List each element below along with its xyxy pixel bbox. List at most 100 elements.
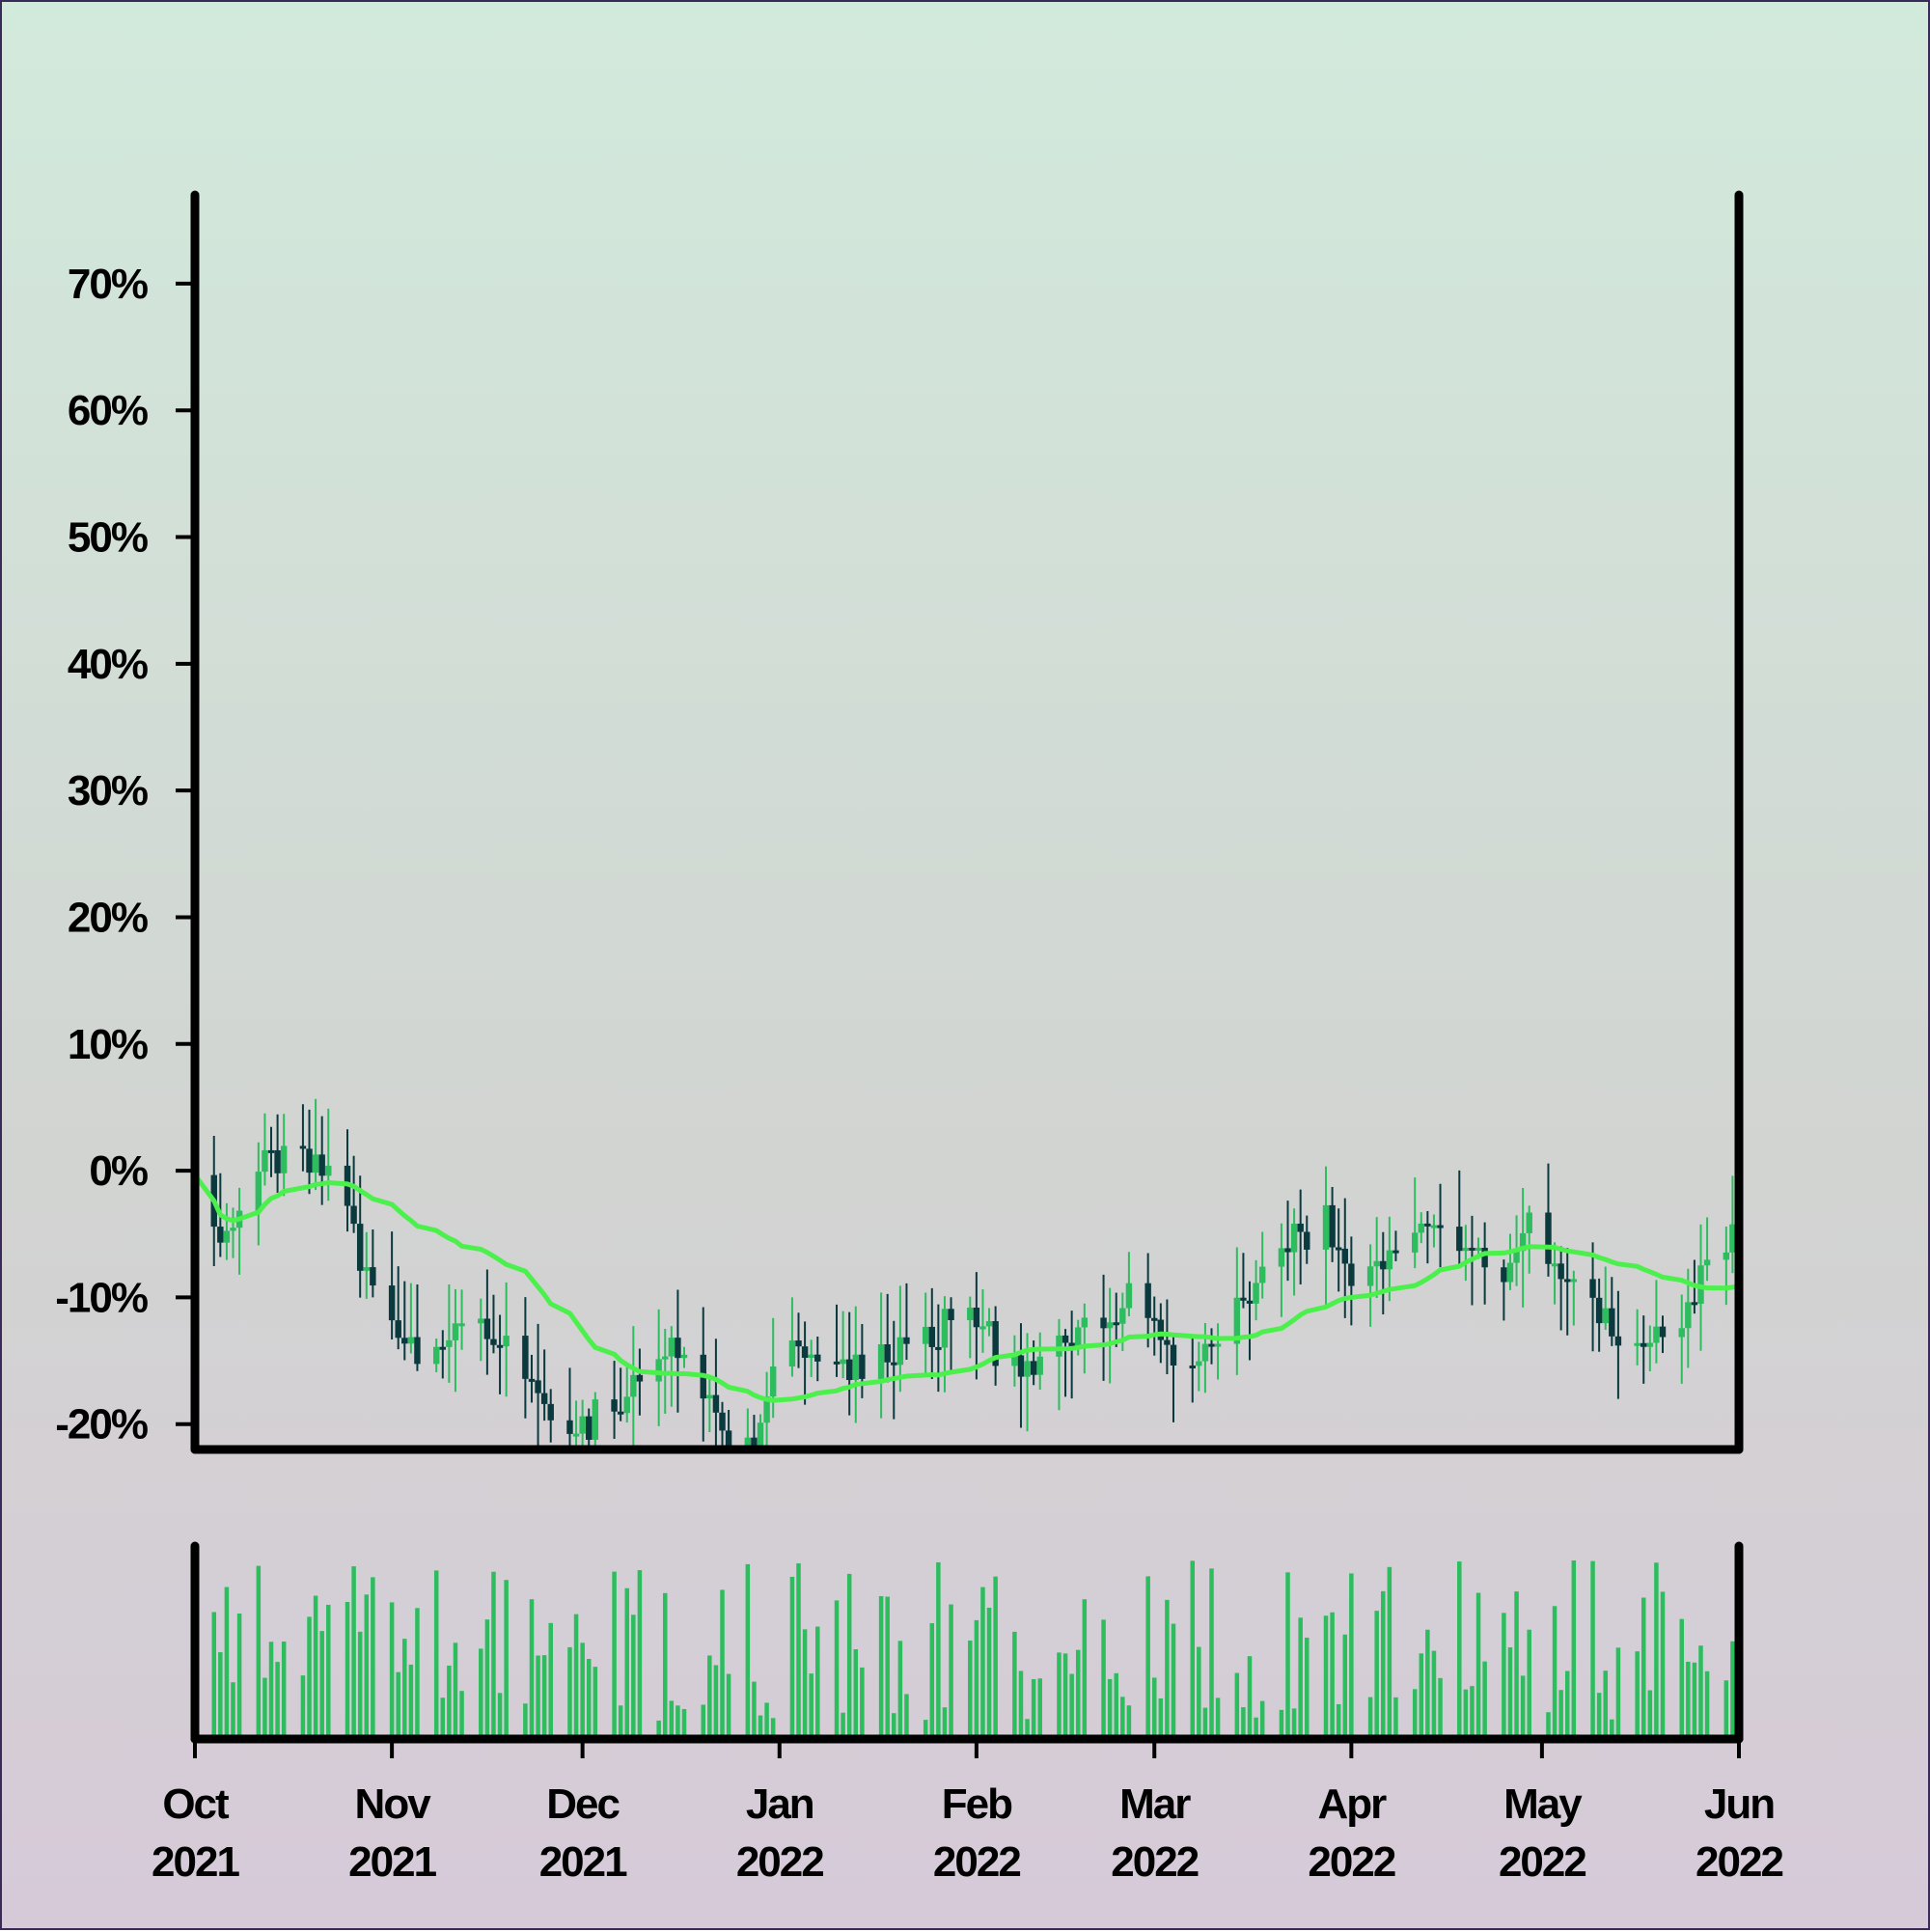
- candle-body: [1240, 1297, 1247, 1301]
- candle-body: [859, 1354, 866, 1379]
- candle-body: [1113, 1322, 1119, 1326]
- volume-bar: [656, 1720, 661, 1739]
- volume-bar: [236, 1614, 242, 1739]
- volume-bar: [1197, 1646, 1201, 1739]
- x-tick-label-year: 2021: [152, 1838, 239, 1886]
- candle-body: [1036, 1356, 1043, 1375]
- volume-bar: [1298, 1617, 1303, 1739]
- candle-body: [1030, 1361, 1037, 1375]
- candle-body: [1723, 1252, 1730, 1260]
- volume-bar: [1502, 1613, 1506, 1739]
- volume-bar: [897, 1641, 903, 1739]
- volume-bar: [1114, 1672, 1118, 1739]
- candle-body: [274, 1149, 281, 1173]
- volume-bar: [1330, 1612, 1335, 1739]
- candle-body: [1380, 1260, 1387, 1270]
- x-tick-label-month: Oct: [162, 1780, 230, 1828]
- volume-bar: [319, 1631, 324, 1739]
- candle-body: [1640, 1342, 1647, 1347]
- volume-bar: [631, 1615, 636, 1739]
- candle-body: [1551, 1263, 1558, 1267]
- candle-body: [1729, 1224, 1736, 1253]
- candle-body: [1100, 1317, 1107, 1329]
- volume-bar: [433, 1570, 439, 1739]
- candle-body: [706, 1394, 713, 1399]
- x-tick-label-month: May: [1503, 1780, 1583, 1828]
- candle-body: [877, 1344, 885, 1379]
- volume-bar: [802, 1629, 808, 1739]
- candle-body: [1564, 1279, 1571, 1283]
- volume-bar: [1342, 1634, 1348, 1739]
- volume-bar: [1482, 1661, 1487, 1739]
- candle-body: [1290, 1223, 1298, 1253]
- candle-body: [230, 1228, 236, 1231]
- volume-bar: [593, 1667, 598, 1739]
- candle-body: [1501, 1267, 1507, 1283]
- volume-bar: [1596, 1693, 1602, 1739]
- x-tick-label-year: 2022: [1111, 1838, 1198, 1886]
- x-tick-label-month: Dec: [546, 1780, 620, 1828]
- candle-body: [401, 1338, 408, 1344]
- candle-body: [1545, 1212, 1552, 1264]
- candle-body: [1329, 1204, 1336, 1248]
- candle-body: [1703, 1259, 1711, 1266]
- volume-bar: [669, 1700, 675, 1739]
- volume-bar: [1202, 1707, 1208, 1739]
- axes-layer: [190, 190, 1744, 1744]
- candle-body: [769, 1366, 777, 1397]
- volume-bar: [929, 1622, 935, 1739]
- candle-body: [1659, 1326, 1667, 1338]
- candle-body: [1386, 1250, 1393, 1270]
- volume-bar: [1387, 1566, 1392, 1739]
- candle-body: [350, 1205, 357, 1225]
- candle-body: [1144, 1283, 1151, 1318]
- candle-body: [1526, 1212, 1532, 1233]
- volume-layer: [192, 1560, 1742, 1739]
- candle-body: [1017, 1355, 1025, 1377]
- volume-bar: [504, 1580, 509, 1739]
- volume-bar: [548, 1622, 553, 1739]
- candle-body: [1304, 1231, 1310, 1250]
- candle-body: [478, 1318, 484, 1324]
- volume-bar: [986, 1607, 992, 1739]
- candle-body: [490, 1339, 497, 1345]
- candle-body: [1646, 1342, 1654, 1347]
- x-tick-label-month: Nov: [355, 1780, 432, 1828]
- volume-bar: [529, 1599, 535, 1739]
- y-tick-label: 30%: [68, 767, 148, 814]
- volume-bar: [624, 1587, 629, 1739]
- candle-body: [1348, 1263, 1355, 1286]
- volume-bar: [923, 1720, 928, 1739]
- candle-body: [1258, 1266, 1266, 1283]
- candle-body: [1481, 1247, 1488, 1268]
- candle-body: [1322, 1204, 1330, 1250]
- candle-body: [1075, 1327, 1082, 1347]
- volume-bar: [701, 1704, 706, 1739]
- volume-bar: [796, 1562, 801, 1739]
- volume-bar: [1438, 1677, 1443, 1739]
- volume-bar: [789, 1576, 795, 1739]
- volume-bar: [662, 1592, 668, 1739]
- candle-body: [1253, 1283, 1259, 1304]
- volume-bar: [364, 1594, 370, 1739]
- volume-bar: [1031, 1678, 1036, 1739]
- volume-bar: [453, 1642, 458, 1739]
- candle-body: [267, 1149, 275, 1153]
- volume-bar: [281, 1642, 287, 1739]
- candle-body: [1558, 1263, 1564, 1280]
- candle-body: [1164, 1339, 1171, 1345]
- candle-body: [363, 1267, 370, 1271]
- x-tick-label-year: 2022: [736, 1838, 823, 1886]
- candle-body: [1462, 1247, 1470, 1252]
- volume-bar: [1660, 1591, 1666, 1739]
- volume-bar: [1704, 1670, 1710, 1739]
- volume-bar: [580, 1642, 585, 1739]
- volume-bar: [1603, 1670, 1608, 1739]
- volume-bar: [1305, 1637, 1310, 1739]
- volume-bar: [1686, 1661, 1691, 1739]
- volume-bar: [1527, 1629, 1531, 1739]
- volume-bar: [491, 1571, 496, 1739]
- volume-bar: [1082, 1599, 1088, 1739]
- candle-body: [1456, 1227, 1463, 1252]
